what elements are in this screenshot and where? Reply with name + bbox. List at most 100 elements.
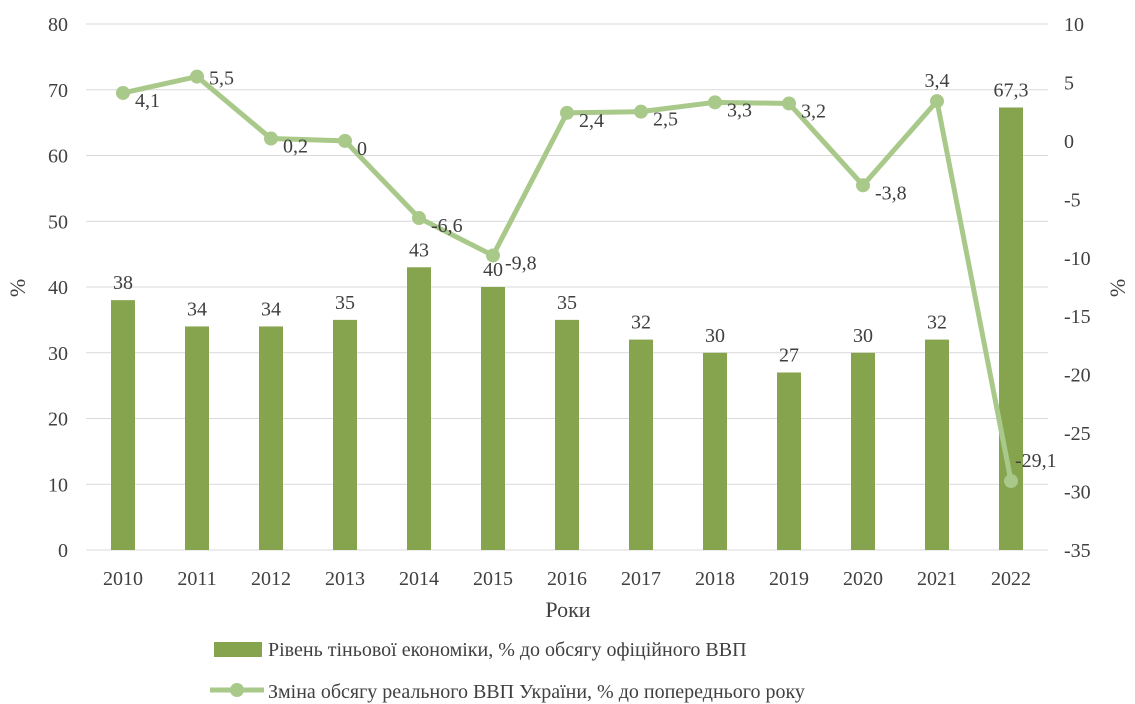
right-tick-label: -15 bbox=[1064, 306, 1091, 328]
bar-data-label: 34 bbox=[261, 298, 281, 320]
line-data-label: 2,4 bbox=[579, 110, 604, 132]
bar-data-label: 30 bbox=[853, 325, 873, 347]
line-data-label: 0 bbox=[357, 138, 367, 160]
line-data-label: 4,1 bbox=[135, 90, 160, 112]
legend-bar-label: Рівень тіньової економіки, % до обсягу о… bbox=[268, 639, 747, 661]
line-data-label: 3,4 bbox=[925, 70, 950, 92]
line-marker bbox=[1004, 474, 1018, 489]
legend-line-label: Зміна обсягу реального ВВП України, % до… bbox=[268, 681, 805, 703]
bar bbox=[259, 326, 283, 550]
line-marker bbox=[190, 69, 204, 84]
x-tick-label: 2012 bbox=[251, 568, 291, 590]
bar-data-labels: 38 34 34 35 43 40 35 32 30 27 30 32 67,3 bbox=[113, 80, 1029, 367]
left-tick-label: 30 bbox=[48, 343, 68, 365]
bar bbox=[777, 372, 801, 550]
line-data-label: -3,8 bbox=[875, 182, 907, 204]
x-tick-label: 2020 bbox=[843, 568, 883, 590]
x-tick-label: 2014 bbox=[399, 568, 439, 590]
bar bbox=[851, 352, 875, 550]
x-tick-label: 2019 bbox=[769, 568, 809, 590]
bar bbox=[333, 319, 357, 550]
x-tick-label: 2017 bbox=[621, 568, 661, 590]
line-data-label: 5,5 bbox=[209, 68, 234, 90]
line-marker bbox=[412, 211, 426, 226]
line-marker bbox=[486, 248, 500, 263]
left-tick-label: 50 bbox=[48, 211, 68, 233]
x-tick-label: 2015 bbox=[473, 568, 513, 590]
line-marker bbox=[782, 96, 796, 111]
bar bbox=[481, 287, 505, 550]
line-series bbox=[116, 69, 1018, 489]
left-tick-label: 0 bbox=[58, 540, 68, 562]
line-marker bbox=[634, 104, 648, 119]
right-tick-label: 0 bbox=[1064, 131, 1074, 153]
bar-data-label: 32 bbox=[927, 312, 947, 334]
x-tick-label: 2016 bbox=[547, 568, 587, 590]
left-axis-title: % bbox=[5, 279, 30, 297]
bar bbox=[703, 352, 727, 550]
x-tick-label: 2013 bbox=[325, 568, 365, 590]
left-tick-label: 80 bbox=[48, 14, 68, 36]
left-tick-label: 40 bbox=[48, 277, 68, 299]
line-marker bbox=[264, 131, 278, 146]
x-tick-label: 2011 bbox=[177, 568, 216, 590]
bar-data-label: 67,3 bbox=[994, 80, 1029, 102]
x-tick-label: 2022 bbox=[991, 568, 1031, 590]
x-tick-label: 2018 bbox=[695, 568, 735, 590]
bar-data-label: 34 bbox=[187, 298, 207, 320]
legend-bar-swatch bbox=[214, 642, 262, 657]
bar-series bbox=[111, 107, 1023, 550]
left-tick-label: 60 bbox=[48, 146, 68, 168]
legend: Рівень тіньової економіки, % до обсягу о… bbox=[210, 639, 805, 703]
bar-data-label: 30 bbox=[705, 325, 725, 347]
line-data-label: -9,8 bbox=[505, 252, 537, 274]
right-tick-label: -30 bbox=[1064, 482, 1091, 504]
bar bbox=[407, 267, 431, 550]
line-data-label: -29,1 bbox=[1015, 450, 1057, 472]
line-marker bbox=[708, 95, 722, 110]
bar-data-label: 35 bbox=[557, 292, 577, 314]
gridlines bbox=[86, 23, 1048, 551]
x-axis-title: Роки bbox=[545, 597, 590, 622]
bar-data-label: 40 bbox=[483, 259, 503, 281]
right-tick-label: -10 bbox=[1064, 248, 1091, 270]
line-marker bbox=[930, 94, 944, 109]
left-tick-label: 70 bbox=[48, 80, 68, 102]
line-data-label: 0,2 bbox=[283, 136, 308, 158]
left-tick-label: 20 bbox=[48, 409, 68, 431]
line-data-labels: 4,1 5,5 0,2 0 -6,6 -9,8 2,4 2,5 3,3 3,2 -3,8 3,4 -29… bbox=[135, 68, 1057, 472]
x-axis-ticks: 2010 2011 2012 2013 2014 2015 2016 2017 2018 2019… bbox=[103, 568, 1031, 590]
line-data-label: -6,6 bbox=[431, 215, 463, 237]
bar-data-label: 32 bbox=[631, 312, 651, 334]
bar-data-label: 38 bbox=[113, 272, 133, 294]
line-data-label: 3,2 bbox=[801, 100, 826, 122]
bar-data-label: 35 bbox=[335, 292, 355, 314]
x-tick-label: 2021 bbox=[917, 568, 957, 590]
bar bbox=[185, 326, 209, 550]
right-axis-title: % bbox=[1105, 279, 1130, 297]
bar bbox=[629, 339, 653, 550]
bar-data-label: 27 bbox=[779, 344, 799, 366]
left-axis-ticks: 0 10 20 30 40 50 60 70 80 bbox=[48, 14, 68, 562]
line-marker bbox=[560, 105, 574, 120]
right-tick-label: -25 bbox=[1064, 423, 1091, 445]
x-tick-label: 2010 bbox=[103, 568, 143, 590]
legend-line-marker bbox=[230, 683, 244, 697]
right-axis-ticks: -35 -30 -25 -20 -15 -10 -5 0 5 10 bbox=[1064, 14, 1091, 562]
right-tick-label: -20 bbox=[1064, 365, 1091, 387]
right-tick-label: -5 bbox=[1064, 189, 1081, 211]
line-marker bbox=[116, 85, 130, 100]
left-tick-label: 10 bbox=[48, 474, 68, 496]
bar bbox=[925, 339, 949, 550]
right-tick-label: 10 bbox=[1064, 14, 1084, 36]
bar bbox=[111, 300, 135, 550]
line-data-label: 2,5 bbox=[653, 109, 678, 131]
bar-data-label: 43 bbox=[409, 239, 429, 261]
right-tick-label: 5 bbox=[1064, 72, 1074, 94]
right-tick-label: -35 bbox=[1064, 540, 1091, 562]
bar bbox=[555, 319, 579, 550]
line-data-label: 3,3 bbox=[727, 99, 752, 121]
line-marker bbox=[338, 133, 352, 148]
line-marker bbox=[856, 178, 870, 193]
